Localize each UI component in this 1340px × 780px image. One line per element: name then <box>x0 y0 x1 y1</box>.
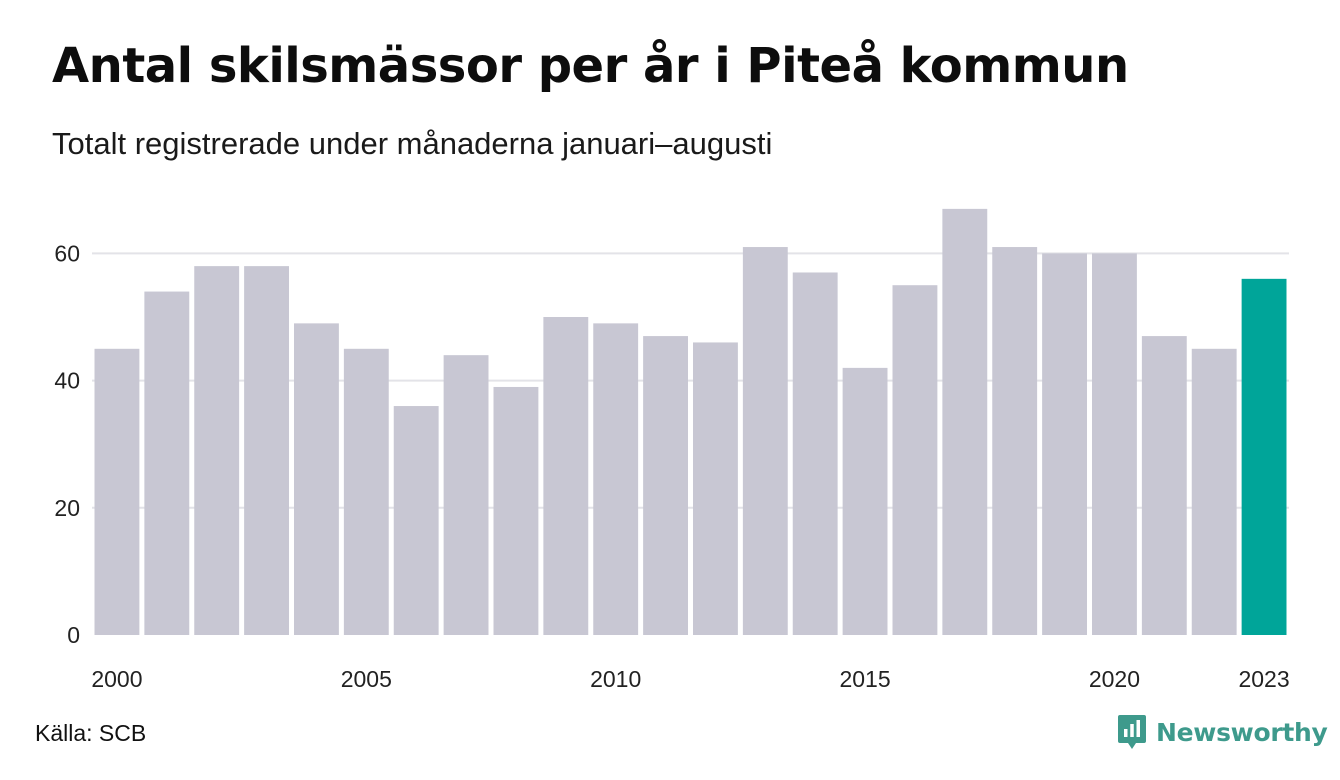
x-tick-label: 2015 <box>839 666 890 692</box>
bar-2023 <box>1241 278 1287 635</box>
chart-title: Antal skilsmässor per år i Piteå kommun <box>52 38 1129 94</box>
bar-2020 <box>1092 253 1137 635</box>
bar-2006 <box>393 406 439 635</box>
bar-2004 <box>294 323 339 635</box>
bar-2019 <box>1042 253 1087 635</box>
brand-name: Newsworthy <box>1156 717 1328 747</box>
bar-2007 <box>443 355 489 635</box>
bar-2016 <box>892 285 938 635</box>
bar-2009 <box>543 317 589 635</box>
newsworthy-logo-icon <box>1118 715 1146 749</box>
bar-2011 <box>643 336 688 635</box>
bar-2017 <box>942 208 988 635</box>
y-tick-label: 40 <box>54 368 80 394</box>
bar-2021 <box>1141 336 1187 635</box>
bar-2013 <box>742 247 788 636</box>
x-tick-label: 2023 <box>1238 666 1289 692</box>
y-tick-label: 20 <box>54 495 80 521</box>
bar-2018 <box>992 247 1038 636</box>
x-tick-label: 2005 <box>341 666 392 692</box>
bar-2012 <box>693 342 738 635</box>
brand-logo: Newsworthy <box>1118 714 1328 750</box>
bar-2002 <box>194 266 240 635</box>
x-tick-label: 2020 <box>1089 666 1140 692</box>
y-tick-label: 60 <box>54 240 80 266</box>
y-tick-label: 0 <box>67 622 80 648</box>
bar-2008 <box>493 386 539 635</box>
source-note: Källa: SCB <box>35 720 147 746</box>
bar-2014 <box>792 272 838 635</box>
bar-2015 <box>842 367 888 635</box>
bar-2003 <box>244 266 289 635</box>
bar-2001 <box>144 291 190 635</box>
bar-2022 <box>1191 348 1237 635</box>
bar-2000 <box>94 348 140 635</box>
chart-subtitle: Totalt registrerade under månaderna janu… <box>52 126 773 161</box>
x-tick-label: 2000 <box>91 666 142 692</box>
bar-2010 <box>593 323 639 635</box>
bar-2005 <box>343 348 389 635</box>
x-tick-label: 2010 <box>590 666 641 692</box>
